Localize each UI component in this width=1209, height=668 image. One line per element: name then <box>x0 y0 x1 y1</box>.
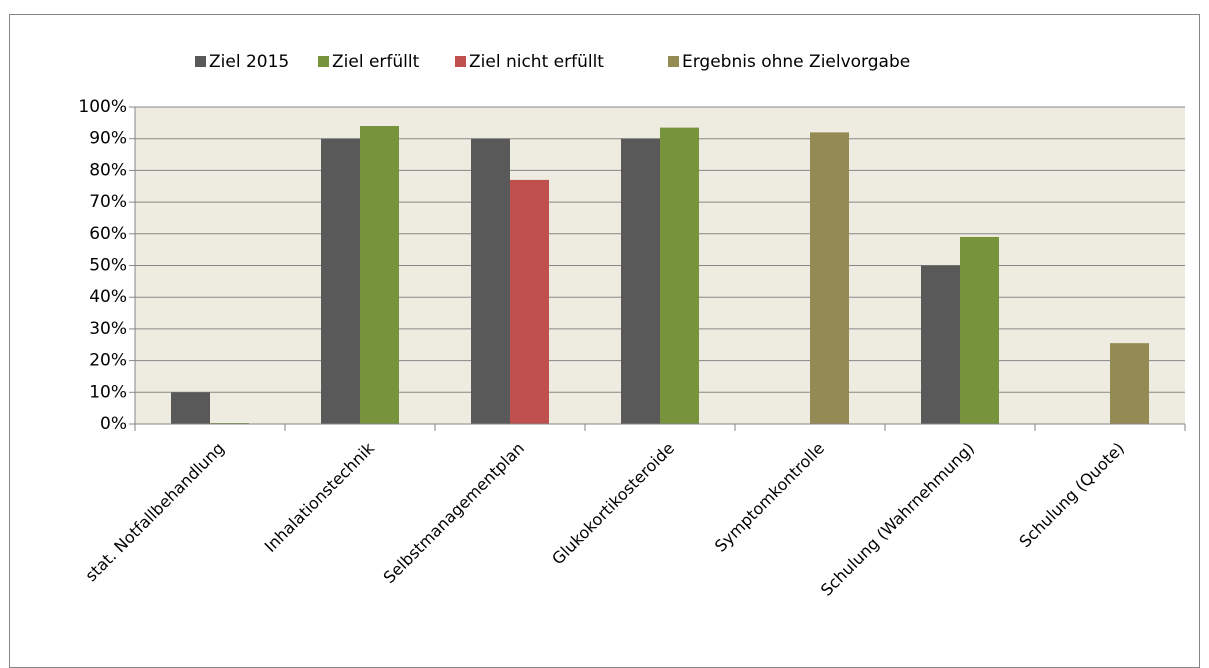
legend-label: Ziel erfüllt <box>332 52 420 72</box>
y-tick-label: 10% <box>89 382 127 402</box>
bar <box>810 132 849 425</box>
bar <box>360 126 399 425</box>
bar <box>621 138 660 424</box>
legend-swatch <box>195 56 206 67</box>
bar <box>660 127 699 424</box>
legend-swatch <box>318 56 329 67</box>
y-tick-label: 90% <box>89 129 127 149</box>
legend-label: Ergebnis ohne Zielvorgabe <box>682 52 910 72</box>
legend-label: Ziel nicht erfüllt <box>469 52 604 72</box>
bar <box>471 138 510 424</box>
y-tick-label: 100% <box>78 97 127 117</box>
y-tick-label: 30% <box>89 319 127 339</box>
legend-swatch <box>455 56 466 67</box>
y-tick-label: 70% <box>89 192 127 212</box>
y-tick-label: 60% <box>89 224 127 244</box>
y-tick-label: 0% <box>100 414 127 434</box>
y-tick-label: 40% <box>89 287 127 307</box>
bar <box>960 236 999 424</box>
legend-swatch <box>668 56 679 67</box>
bar <box>171 392 210 424</box>
bar <box>921 265 960 424</box>
bar <box>1110 343 1149 424</box>
y-tick-label: 80% <box>89 160 127 180</box>
bar <box>321 138 360 424</box>
legend-label: Ziel 2015 <box>209 52 289 72</box>
y-tick-label: 50% <box>89 256 127 276</box>
y-tick-label: 20% <box>89 351 127 371</box>
bar <box>510 179 549 424</box>
